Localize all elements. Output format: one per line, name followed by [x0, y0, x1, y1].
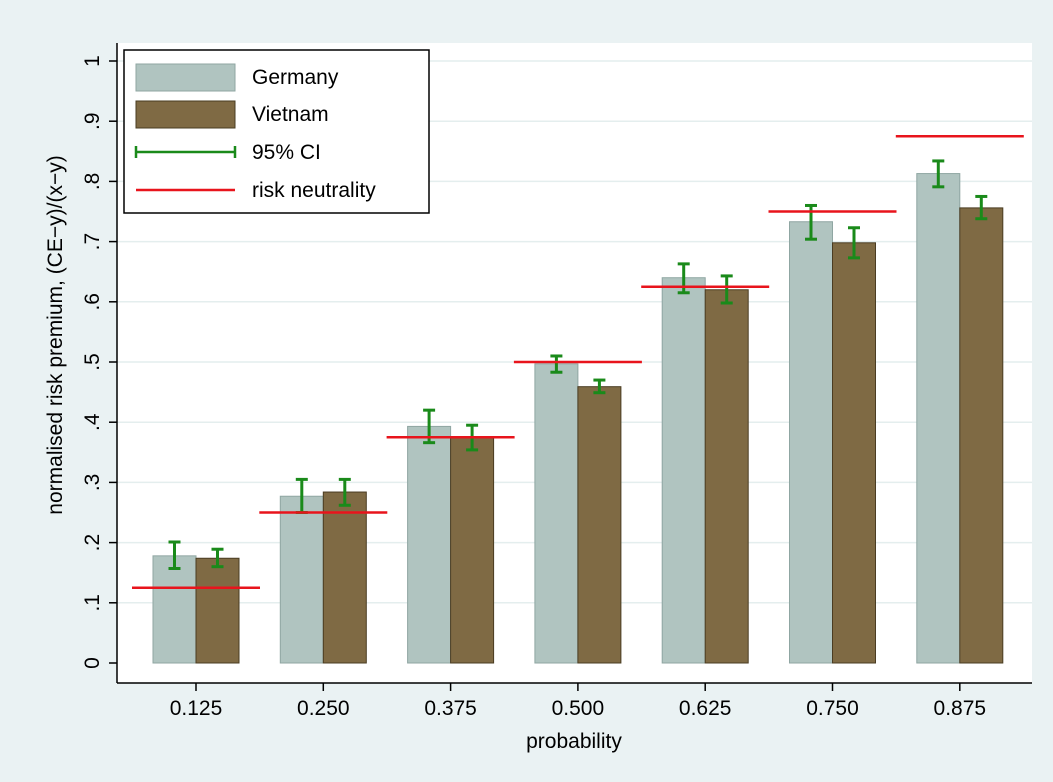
bar-germany — [407, 425, 452, 664]
y-tick-label: .1 — [81, 594, 104, 612]
bar-germany — [916, 173, 961, 664]
bar-vietnam — [322, 491, 367, 664]
bar-germany — [534, 363, 579, 664]
y-tick-label: .2 — [81, 534, 104, 552]
risk-neutrality-lines — [132, 135, 1024, 589]
y-tick-label: .8 — [81, 173, 104, 191]
bars — [152, 173, 1004, 664]
bar-germany — [661, 277, 706, 664]
bar-vietnam — [832, 242, 876, 664]
x-tick-label: 0.125 — [170, 697, 223, 720]
bar-vietnam — [959, 207, 1004, 664]
legend-label-risk-neutrality: risk neutrality — [252, 179, 376, 202]
x-tick-label: 0.250 — [297, 697, 350, 720]
y-axis-title: normalised risk premium, (CE−y)/(x−y) — [44, 155, 67, 514]
x-tick-label: 0.375 — [424, 697, 477, 720]
legend-swatch-vietnam — [135, 100, 236, 129]
bar-germany — [152, 555, 197, 664]
x-tick-label: 0.625 — [679, 697, 732, 720]
y-tick-label: .9 — [81, 112, 104, 130]
y-tick-label: .5 — [81, 353, 104, 371]
y-tick-label: 1 — [81, 55, 104, 67]
legend-label-ci: 95% CI — [252, 141, 321, 164]
x-tick-label: 0.750 — [806, 697, 859, 720]
bar-germany — [789, 221, 833, 664]
y-tick-label: .4 — [81, 413, 104, 431]
bar-vietnam — [195, 557, 240, 664]
y-tick-label: .6 — [81, 293, 104, 311]
bar-vietnam — [450, 436, 495, 664]
y-tick-label: .3 — [81, 474, 104, 492]
legend-label-germany: Germany — [252, 66, 339, 89]
y-tick-label: 0 — [81, 657, 104, 669]
y-tick-label: .7 — [81, 233, 104, 251]
axes: 0 .1 .2 .3 .4 .5 .6 .7 .8 .9 1 0.125 0.250 0.375 0.500… — [81, 43, 1032, 720]
bar-vietnam — [577, 386, 622, 664]
x-tick-label: 0.875 — [934, 697, 987, 720]
legend-swatch-germany — [135, 63, 236, 92]
x-tick-label: 0.500 — [552, 697, 605, 720]
legend-label-vietnam: Vietnam — [252, 103, 329, 126]
x-axis-title: probability — [526, 730, 622, 753]
bar-vietnam — [704, 289, 749, 664]
bar-germany — [279, 495, 324, 664]
legend: Germany Vietnam 95% CI risk neutrality — [123, 49, 430, 214]
